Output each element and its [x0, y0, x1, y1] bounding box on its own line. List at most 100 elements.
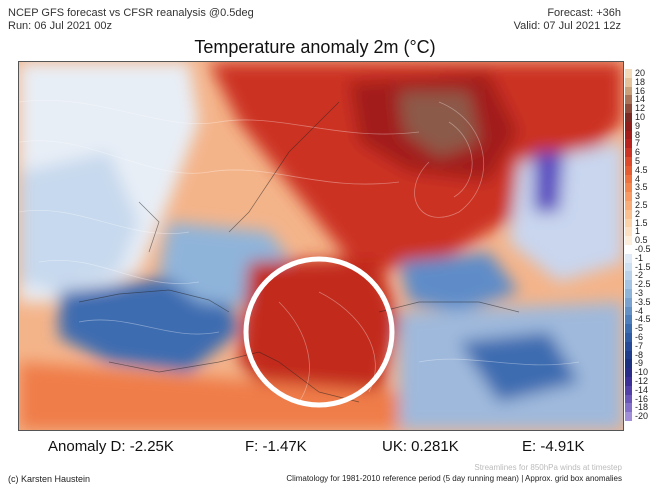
legend-swatch — [625, 174, 632, 184]
legend-label: -18 — [635, 402, 649, 413]
legend-label: 14 — [635, 94, 646, 105]
climatology-note: Climatology for 1981-2010 reference peri… — [286, 474, 622, 483]
legend-swatch — [625, 165, 632, 176]
valid-line: Valid: 07 Jul 2021 12z — [513, 20, 621, 32]
legend-swatch — [625, 333, 632, 343]
balkans-hot-region — [239, 257, 399, 402]
legend-label: 6 — [635, 147, 641, 158]
legend-swatch — [625, 403, 632, 413]
legend-label: -16 — [635, 393, 649, 404]
legend-label: 2.5 — [635, 200, 648, 210]
legend-swatch — [625, 253, 632, 264]
russia-extreme-region — [399, 92, 479, 157]
legend-label: 2 — [635, 208, 641, 219]
legend-swatch — [625, 227, 632, 237]
map-title: Temperature anomaly 2m (°C) — [194, 37, 436, 57]
legend-label: 8 — [635, 129, 641, 140]
legend-swatch — [625, 104, 632, 114]
legend-swatch — [625, 113, 632, 123]
legend-label: -20 — [635, 411, 649, 422]
legend-swatch — [625, 209, 632, 220]
forecast-line: Forecast: +36h — [547, 7, 621, 19]
legend-label: -7 — [635, 340, 644, 351]
legend-swatch — [625, 236, 632, 246]
north-africa-warm-region — [19, 362, 399, 430]
legend-label: -0.5 — [635, 244, 651, 254]
legend-swatch — [625, 95, 632, 105]
legend-swatch — [625, 306, 632, 316]
legend-swatch — [625, 201, 632, 211]
anomaly-map — [18, 61, 624, 431]
legend-swatch — [625, 121, 632, 132]
legend-label: 12 — [635, 103, 646, 114]
map-canvas — [19, 62, 623, 430]
header-left: NCEP GFS forecast vs CFSR reanalysis @0.… — [8, 7, 254, 33]
black-sea-cool-region — [399, 252, 519, 312]
legend-label: 5 — [635, 156, 641, 166]
highlight-circle — [243, 256, 395, 408]
legend-label: -8 — [635, 349, 644, 360]
legend-swatch — [625, 385, 632, 396]
run-line: Run: 06 Jul 2021 00z — [8, 20, 112, 32]
legend-label: 10 — [635, 112, 646, 122]
color-legend: 20 18 16 14 12 10 9 8 7 6 5 4.5 4 3.5 3 2.5 2 1.5 1 0.5 -0.5… — [624, 68, 664, 422]
legend-swatch — [625, 412, 632, 422]
credit: (c) Karsten Haustein — [8, 474, 91, 484]
legend-swatch — [625, 289, 632, 299]
model-line: NCEP GFS forecast vs CFSR reanalysis @0.… — [8, 7, 254, 19]
legend-label: 0.5 — [635, 235, 648, 246]
legend-swatch — [625, 315, 632, 325]
stat-uk: UK: 0.281K — [382, 438, 459, 455]
legend-label: 1.5 — [635, 217, 648, 228]
legend-label: 1 — [635, 226, 641, 237]
legend-swatch — [625, 280, 632, 290]
legend-swatch — [625, 394, 632, 404]
legend-swatch — [625, 297, 632, 308]
legend-label: -1 — [635, 252, 644, 263]
stat-spain: E: -4.91K — [522, 438, 585, 455]
legend-swatch — [625, 157, 632, 167]
legend-label: -3 — [635, 288, 644, 298]
legend-swatch — [625, 271, 632, 281]
atlantic-light-blue-region — [19, 152, 139, 292]
legend-swatch — [625, 262, 632, 272]
legend-label: -4 — [635, 305, 644, 316]
legend-swatch — [625, 86, 632, 96]
legend-label: -14 — [635, 384, 649, 395]
legend-swatch — [625, 377, 632, 387]
east-very-cold-spot — [534, 152, 564, 212]
legend-label: 4 — [635, 173, 641, 184]
legend-label: 4.5 — [635, 164, 648, 175]
header-right: Forecast: +36h Valid: 07 Jul 2021 12z — [514, 7, 621, 33]
iberia-cold-region — [59, 277, 239, 372]
legend-swatch — [625, 359, 632, 369]
legend-label: 9 — [635, 120, 641, 131]
legend-swatch — [625, 324, 632, 334]
legend-label: -2 — [635, 270, 644, 281]
legend-swatch — [625, 183, 632, 193]
coastlines — [78, 101, 520, 403]
streamlines-note: Streamlines for 850hPa winds at timestep — [474, 463, 622, 472]
middle-east-cold-region — [459, 332, 579, 402]
legend-swatch — [625, 350, 632, 360]
legend-label: 7 — [635, 138, 641, 149]
legend-label: -5 — [635, 323, 644, 334]
legend-label: 16 — [635, 85, 646, 96]
legend-label: -4.5 — [635, 314, 651, 325]
legend-label: 20 — [635, 68, 646, 78]
legend-swatch — [625, 341, 632, 352]
legend-swatch — [625, 148, 632, 158]
legend-label: -9 — [635, 358, 644, 369]
legend-label: 3.5 — [635, 182, 648, 193]
legend-label: 3 — [635, 191, 641, 202]
legend-label: -1.5 — [635, 261, 651, 272]
legend-swatch — [625, 368, 632, 378]
legend-swatch — [625, 139, 632, 149]
legend-swatch — [625, 218, 632, 228]
legend-swatch — [625, 245, 632, 255]
legend-label: 18 — [635, 76, 646, 87]
legend-label: -2.5 — [635, 279, 651, 290]
legend-swatch — [625, 77, 632, 88]
legend-swatch — [625, 130, 632, 140]
stat-france: F: -1.47K — [245, 438, 307, 455]
